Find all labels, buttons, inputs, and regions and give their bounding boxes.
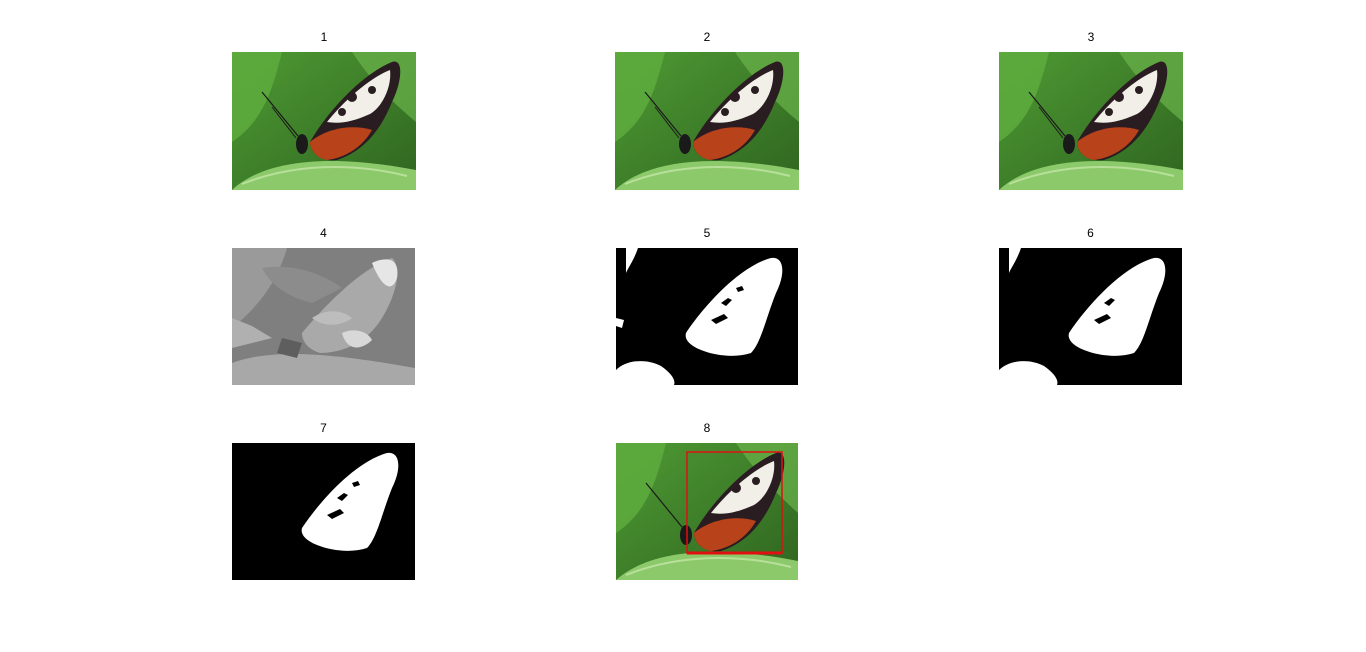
segmented-image: [232, 248, 415, 385]
subplot-3: 3: [999, 30, 1183, 190]
subplot-title: 8: [703, 421, 711, 435]
butterfly-image: [232, 52, 416, 190]
butterfly-image: [615, 52, 799, 190]
subplot-title: 2: [703, 30, 711, 44]
subplot-4: 4: [232, 226, 415, 385]
subplot-title: 5: [703, 226, 711, 240]
subplot-title: 3: [1087, 30, 1095, 44]
binary-mask-image: [999, 248, 1182, 385]
binary-mask-image: [232, 443, 415, 580]
subplot-title: 4: [320, 226, 327, 240]
subplot-title: 1: [320, 30, 328, 44]
butterfly-image: [999, 52, 1183, 190]
subplot-5: 5: [616, 226, 798, 385]
subplot-2: 2: [615, 30, 799, 190]
subplot-8: 8: [616, 421, 798, 580]
subplot-title: 6: [1087, 226, 1094, 240]
subplot-1: 1: [232, 30, 416, 190]
binary-mask-image: [616, 248, 798, 385]
subplot-7: 7: [232, 421, 415, 580]
subplot-title: 7: [320, 421, 327, 435]
subplot-6: 6: [999, 226, 1182, 385]
butterfly-detection-image: [616, 443, 798, 580]
